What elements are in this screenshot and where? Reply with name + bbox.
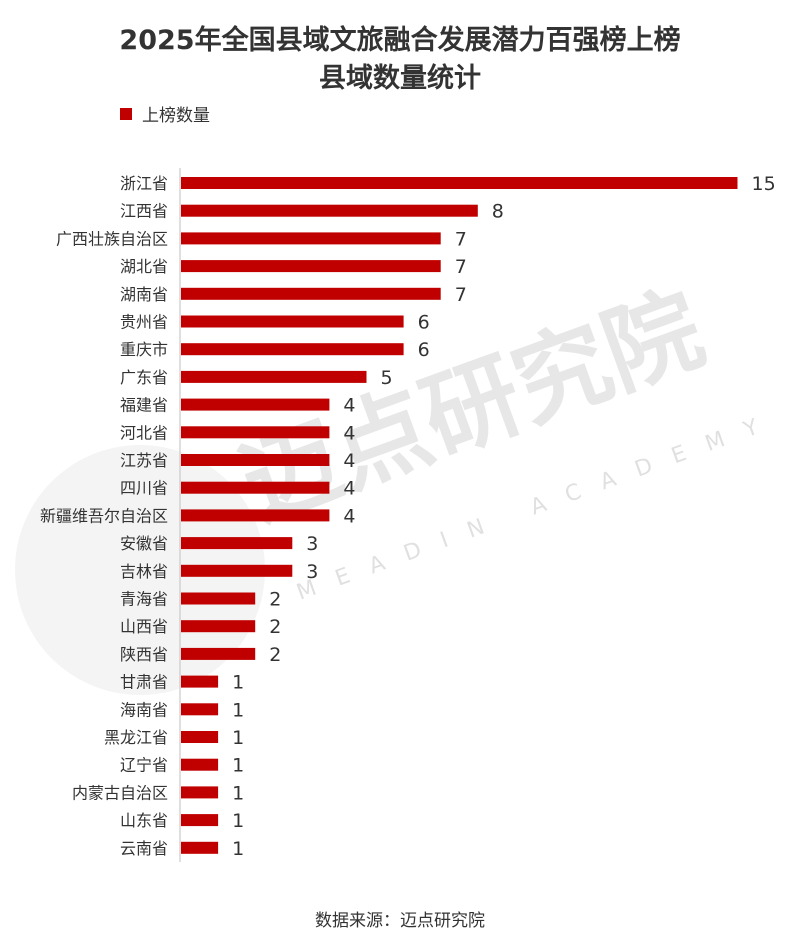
data-label: 1 — [232, 672, 244, 694]
data-label: 1 — [232, 810, 244, 832]
data-label: 2 — [269, 644, 281, 666]
bar — [181, 343, 404, 356]
data-label: 1 — [232, 755, 244, 777]
bar — [181, 287, 441, 300]
data-label: 1 — [232, 699, 244, 721]
category-label: 山西省 — [120, 617, 168, 636]
category-label: 内蒙古自治区 — [72, 783, 168, 802]
data-label: 2 — [269, 616, 281, 638]
data-label: 7 — [455, 284, 467, 306]
category-label: 辽宁省 — [120, 756, 168, 775]
category-label: 青海省 — [120, 590, 168, 609]
bar — [181, 204, 478, 217]
bar — [181, 731, 219, 743]
category-label: 广西壮族自治区 — [56, 229, 168, 248]
category-label: 福建省 — [120, 396, 168, 415]
data-label: 4 — [343, 450, 355, 472]
bar — [181, 647, 256, 660]
category-label: 湖南省 — [120, 285, 168, 304]
bar — [181, 703, 219, 716]
data-label: 4 — [343, 478, 355, 500]
data-label: 3 — [306, 561, 318, 583]
data-label: 5 — [381, 367, 393, 389]
category-label: 新疆维吾尔自治区 — [40, 506, 168, 525]
bar — [181, 454, 330, 466]
data-label: 1 — [232, 838, 244, 860]
category-label: 江西省 — [120, 202, 168, 221]
bar — [181, 509, 330, 522]
bar — [181, 481, 330, 494]
bar — [181, 841, 219, 854]
category-label: 海南省 — [120, 700, 168, 719]
legend: 上榜数量 — [120, 101, 210, 126]
bar — [181, 675, 219, 688]
data-label: 15 — [752, 173, 776, 195]
category-label: 重庆市 — [120, 340, 168, 359]
bar — [181, 315, 404, 328]
category-label: 湖北省 — [120, 257, 168, 276]
bar — [181, 537, 293, 550]
category-label: 浙江省 — [120, 174, 168, 193]
data-source: 数据来源：迈点研究院 — [315, 911, 485, 931]
data-label: 4 — [343, 395, 355, 417]
data-label: 7 — [455, 228, 467, 250]
category-label: 黑龙江省 — [104, 728, 168, 747]
chart-title-line2: 县域数量统计 — [319, 63, 481, 94]
bar — [181, 564, 293, 577]
bar — [181, 758, 219, 771]
bar — [181, 370, 367, 383]
data-label: 3 — [306, 533, 318, 555]
data-label: 8 — [492, 201, 504, 223]
data-label: 7 — [455, 256, 467, 278]
bar — [181, 177, 738, 189]
legend-label: 上榜数量 — [142, 106, 210, 126]
data-label: 1 — [232, 782, 244, 804]
data-label: 1 — [232, 727, 244, 749]
category-label: 甘肃省 — [120, 673, 168, 692]
category-label: 山东省 — [120, 811, 168, 830]
category-label: 广东省 — [120, 368, 168, 387]
category-label: 安徽省 — [120, 534, 168, 553]
category-label: 江苏省 — [120, 451, 168, 470]
category-label: 河北省 — [120, 423, 168, 442]
category-label: 陕西省 — [120, 645, 168, 664]
data-label: 2 — [269, 589, 281, 611]
category-label: 吉林省 — [120, 562, 168, 581]
data-label: 4 — [343, 505, 355, 527]
bar — [181, 620, 256, 633]
data-label: 6 — [418, 339, 430, 361]
bar — [181, 814, 219, 827]
data-label: 4 — [343, 422, 355, 444]
bar — [181, 426, 330, 439]
category-label: 云南省 — [120, 839, 168, 858]
legend-swatch — [120, 107, 132, 120]
category-label: 四川省 — [120, 479, 168, 498]
chart-title-line1: 2025年全国县域文旅融合发展潜力百强榜上榜 — [119, 25, 681, 56]
data-label: 6 — [418, 312, 430, 334]
bar — [181, 398, 330, 411]
bar — [181, 260, 441, 273]
bar — [181, 592, 256, 605]
bar — [181, 786, 219, 799]
category-label: 贵州省 — [120, 313, 168, 332]
bar — [181, 232, 441, 245]
